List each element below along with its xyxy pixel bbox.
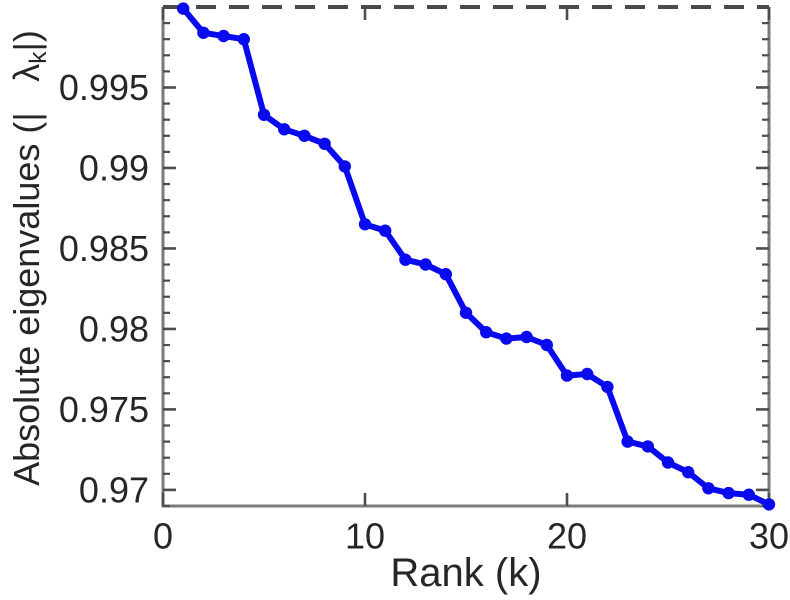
data-point-marker: [702, 482, 715, 495]
data-point-marker: [682, 466, 695, 479]
x-axis-label: Rank (k): [390, 551, 542, 595]
x-tick-label: 0: [153, 516, 173, 557]
x-tick-label: 10: [345, 516, 385, 557]
y-axis-label: Absolute eigenvalues (| λk|): [6, 30, 52, 486]
data-point-marker: [338, 160, 351, 173]
data-point-marker: [217, 29, 230, 43]
y-tick-label: 0.97: [79, 469, 149, 510]
data-point-marker: [742, 488, 755, 501]
data-point-marker: [480, 326, 493, 339]
y-axis-label-suffix: |): [6, 30, 47, 52]
data-point-marker: [459, 306, 473, 319]
x-tick-label: 30: [749, 516, 789, 557]
data-point-marker: [581, 367, 594, 381]
data-point-marker: [621, 435, 634, 448]
data-point-marker: [278, 123, 291, 136]
x-tick-label: 20: [547, 516, 587, 557]
data-point-marker: [439, 268, 452, 281]
lambda-symbol: λ: [6, 63, 47, 82]
y-tick-label: 0.975: [59, 389, 149, 430]
data-point-marker: [358, 218, 372, 231]
data-point-marker: [257, 108, 271, 122]
y-tick-label: 0.99: [79, 147, 149, 188]
data-point-marker: [661, 456, 675, 469]
data-point-marker: [601, 380, 614, 394]
lambda-subscript: k: [24, 51, 52, 64]
eigenvalue-series-line: [180, 5, 772, 508]
data-point-marker: [399, 253, 412, 266]
data-point-marker: [197, 26, 210, 39]
y-axis-label-prefix: Absolute eigenvalues (|: [6, 112, 47, 486]
y-tick-label: 0.995: [59, 67, 149, 108]
data-point-marker: [419, 258, 432, 271]
data-point-marker: [722, 486, 735, 500]
data-point-marker: [379, 224, 392, 237]
data-point-marker: [641, 440, 654, 453]
data-point-marker: [237, 33, 250, 46]
data-point-marker: [762, 498, 776, 511]
data-point-marker: [560, 369, 574, 382]
y-tick-label: 0.985: [59, 228, 149, 269]
axes-frame: [161, 7, 771, 508]
data-point-marker: [520, 330, 533, 344]
y-tick-label: 0.98: [79, 308, 149, 349]
data-point-marker: [177, 2, 190, 15]
data-point-marker: [318, 137, 331, 150]
data-point-marker: [540, 338, 553, 352]
data-point-marker: [500, 332, 513, 345]
data-point-marker: [298, 129, 311, 142]
